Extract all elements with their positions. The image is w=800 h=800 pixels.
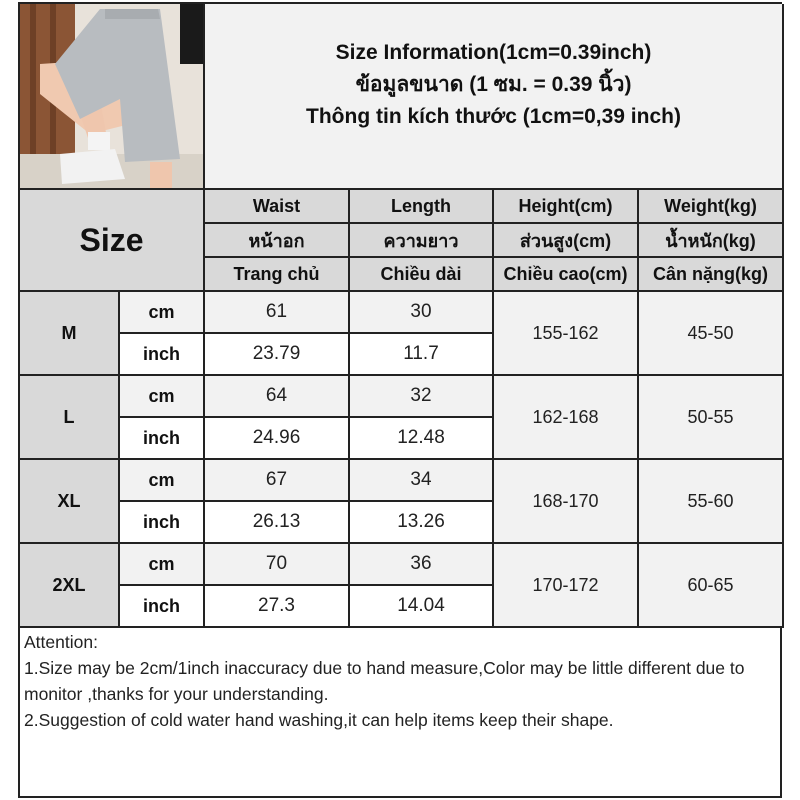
length-cm-value: 34 <box>350 460 494 502</box>
header-length-vi: Chiều dài <box>350 258 494 292</box>
header-waist-th: หน้าอก <box>205 224 350 258</box>
unit-cm: cm <box>120 460 205 502</box>
size-label: XL <box>20 460 120 544</box>
waist-inch-value: 27.3 <box>205 586 350 628</box>
unit-inch: inch <box>120 334 205 376</box>
size-information-title: Size Information(1cm=0.39inch) ข้อมูลขนา… <box>205 4 784 190</box>
weight-range: 60-65 <box>639 544 784 628</box>
weight-range: 45-50 <box>639 292 784 376</box>
height-range: 168-170 <box>494 460 639 544</box>
shorts-photo-image <box>20 4 203 188</box>
height-range: 170-172 <box>494 544 639 628</box>
header-length-en: Length <box>350 190 494 224</box>
header-height-th: ส่วนสูง(cm) <box>494 224 639 258</box>
header-waist-vi: Trang chủ <box>205 258 350 292</box>
attention-note-1: 1.Size may be 2cm/1inch inaccuracy due t… <box>24 658 745 704</box>
header-height-vi: Chiều cao(cm) <box>494 258 639 292</box>
size-label: L <box>20 376 120 460</box>
length-inch-value: 14.04 <box>350 586 494 628</box>
unit-cm: cm <box>120 376 205 418</box>
unit-inch: inch <box>120 418 205 460</box>
length-cm-value: 30 <box>350 292 494 334</box>
unit-cm: cm <box>120 544 205 586</box>
waist-inch-value: 23.79 <box>205 334 350 376</box>
title-thai: ข้อมูลขนาด (1 ซม. = 0.39 นิ้ว) <box>355 73 632 96</box>
size-header: Size <box>20 190 205 292</box>
unit-inch: inch <box>120 502 205 544</box>
size-label: M <box>20 292 120 376</box>
waist-cm-value: 67 <box>205 460 350 502</box>
waist-cm-value: 70 <box>205 544 350 586</box>
waist-cm-value: 61 <box>205 292 350 334</box>
height-range: 155-162 <box>494 292 639 376</box>
product-photo <box>20 4 205 190</box>
weight-range: 55-60 <box>639 460 784 544</box>
length-cm-value: 36 <box>350 544 494 586</box>
title-english: Size Information(1cm=0.39inch) <box>335 41 652 64</box>
waist-cm-value: 64 <box>205 376 350 418</box>
length-inch-value: 12.48 <box>350 418 494 460</box>
length-inch-value: 13.26 <box>350 502 494 544</box>
height-range: 162-168 <box>494 376 639 460</box>
header-length-th: ความยาว <box>350 224 494 258</box>
header-height-en: Height(cm) <box>494 190 639 224</box>
header-waist-en: Waist <box>205 190 350 224</box>
length-cm-value: 32 <box>350 376 494 418</box>
attention-notes: Attention: 1.Size may be 2cm/1inch inacc… <box>18 626 782 798</box>
header-weight-vi: Cân nặng(kg) <box>639 258 784 292</box>
length-inch-value: 11.7 <box>350 334 494 376</box>
unit-inch: inch <box>120 586 205 628</box>
title-vietnamese: Thông tin kích thước (1cm=0,39 inch) <box>306 105 681 128</box>
attention-heading: Attention: <box>24 632 98 652</box>
size-label: 2XL <box>20 544 120 628</box>
waist-inch-value: 26.13 <box>205 502 350 544</box>
waist-inch-value: 24.96 <box>205 418 350 460</box>
size-chart-table: Size Information(1cm=0.39inch) ข้อมูลขนา… <box>18 2 784 628</box>
header-weight-en: Weight(kg) <box>639 190 784 224</box>
attention-note-2: 2.Suggestion of cold water hand washing,… <box>24 710 614 730</box>
header-weight-th: น้ำหนัก(kg) <box>639 224 784 258</box>
weight-range: 50-55 <box>639 376 784 460</box>
unit-cm: cm <box>120 292 205 334</box>
